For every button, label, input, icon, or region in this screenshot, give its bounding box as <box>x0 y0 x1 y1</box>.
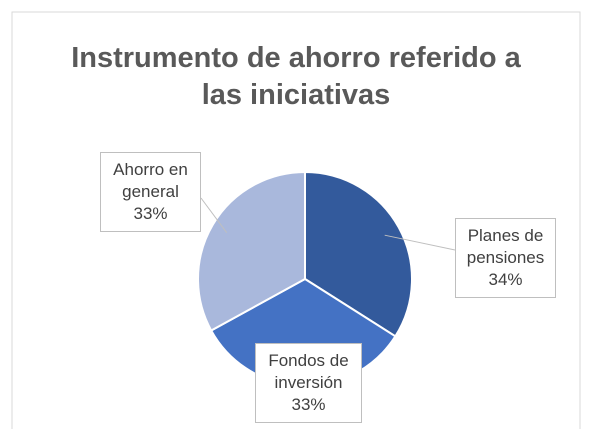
value-label: 33% <box>291 395 326 414</box>
value-label: 33% <box>133 204 168 223</box>
category-label: Fondos de inversión <box>268 351 349 392</box>
pie-slice <box>197 170 306 332</box>
category-label: Ahorro en general <box>113 160 188 201</box>
chart-title: Instrumento de ahorro referido a las ini… <box>71 42 521 111</box>
data-label: Fondos de inversión 33% <box>255 343 362 423</box>
leader-line <box>384 234 456 251</box>
data-label: Ahorro en general 33% <box>100 152 201 232</box>
chart-frame <box>11 11 581 429</box>
leader-lines <box>200 197 456 251</box>
value-label: 34% <box>488 270 523 289</box>
category-label: Planes de pensiones <box>466 226 545 267</box>
data-label: Planes de pensiones 34% <box>455 218 556 298</box>
leader-line <box>200 197 228 234</box>
